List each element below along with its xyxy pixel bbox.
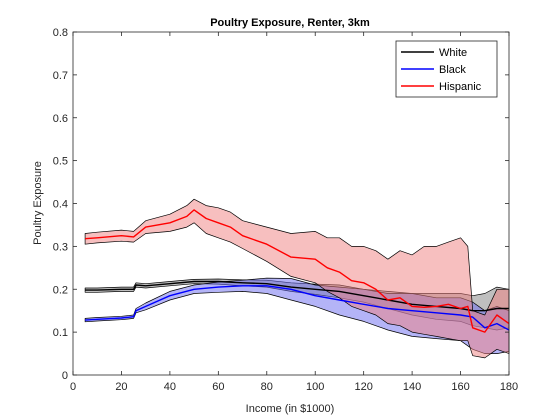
x-tick-label: 100 [306, 381, 324, 393]
y-tick-label: 0.6 [53, 113, 68, 125]
y-tick-label: 0.2 [53, 284, 68, 296]
chart-title: Poultry Exposure, Renter, 3km [210, 17, 370, 29]
series-line-white [85, 280, 509, 312]
x-tick-label: 160 [451, 381, 469, 393]
x-tick-label: 60 [212, 381, 224, 393]
x-tick-label: 0 [70, 381, 76, 393]
y-tick-label: 0.5 [53, 156, 68, 168]
x-tick-label: 80 [261, 381, 273, 393]
y-tick-label: 0.8 [53, 27, 68, 39]
legend-label-black: Black [439, 64, 466, 76]
legend-label-hispanic: Hispanic [439, 81, 482, 93]
x-tick-label: 40 [164, 381, 176, 393]
y-tick-label: 0.3 [53, 241, 68, 253]
series-line-black [85, 285, 510, 331]
x-tick-label: 20 [115, 381, 127, 393]
legend: White Black Hispanic [395, 40, 498, 98]
x-axis-label: Income (in $1000) [246, 403, 335, 415]
y-axis-label: Poultry Exposure [32, 161, 44, 245]
x-tick-label: 140 [403, 381, 421, 393]
x-tick-label: 180 [500, 381, 518, 393]
series-line-hispanic [85, 209, 510, 333]
legend-label-white: White [439, 47, 467, 59]
y-tick-label: 0.4 [53, 199, 68, 211]
y-tick-label: 0 [62, 370, 68, 382]
y-tick-label: 0.7 [53, 70, 68, 82]
y-tick-label: 0.1 [53, 327, 68, 339]
x-tick-label: 120 [354, 381, 372, 393]
